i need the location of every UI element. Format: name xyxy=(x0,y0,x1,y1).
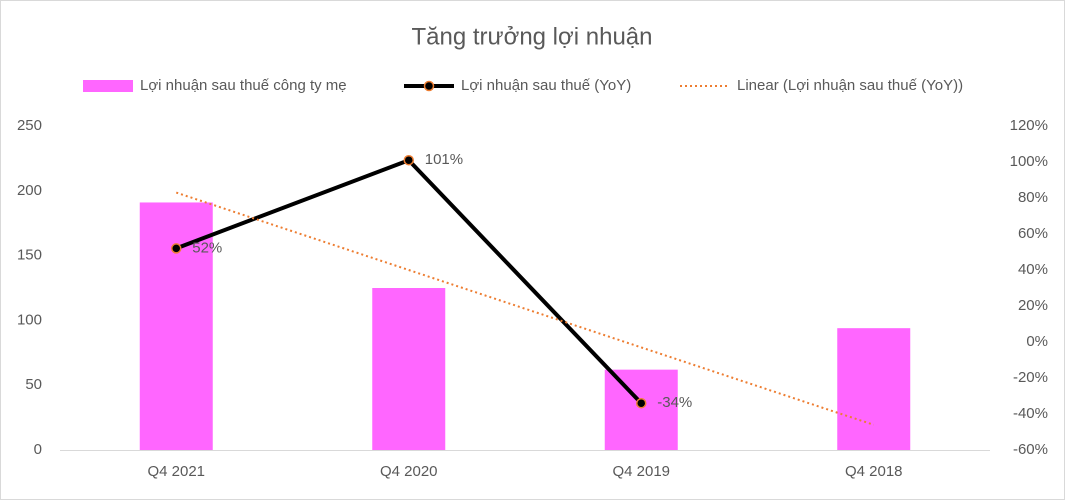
line-marker xyxy=(403,154,414,166)
line-marker xyxy=(171,243,182,254)
data-label: 101% xyxy=(425,151,463,168)
y2-tick-label: 40% xyxy=(1018,261,1048,278)
data-label: -34% xyxy=(657,394,692,411)
y2-tick-label: 20% xyxy=(1018,297,1048,314)
y2-tick-label: 0% xyxy=(1026,333,1048,350)
line-marker xyxy=(636,397,647,409)
bar xyxy=(604,369,678,450)
x-tick-label: Q4 2020 xyxy=(380,463,438,480)
legend-swatch xyxy=(83,80,133,92)
y-tick-label: 150 xyxy=(17,247,42,264)
y2-tick-label: 100% xyxy=(1010,153,1048,170)
y-tick-label: 50 xyxy=(25,376,42,393)
chart-title: Tăng trưởng lợi nhuận xyxy=(411,23,652,50)
x-tick-label: Q4 2021 xyxy=(147,463,205,480)
y-tick-label: 250 xyxy=(17,117,42,134)
y-tick-label: 200 xyxy=(17,182,42,199)
x-tick-label: Q4 2018 xyxy=(845,463,903,480)
legend-label: Lợi nhuận sau thuế công ty mẹ xyxy=(140,77,347,94)
data-label: 52% xyxy=(192,239,222,256)
y-tick-label: 0 xyxy=(34,441,42,458)
y2-tick-label: -40% xyxy=(1013,405,1048,422)
y2-tick-label: 60% xyxy=(1018,225,1048,242)
legend-label: Linear (Lợi nhuận sau thuế (YoY)) xyxy=(737,77,963,94)
legend-label: Lợi nhuận sau thuế (YoY) xyxy=(461,77,631,94)
y2-tick-label: -60% xyxy=(1013,441,1048,458)
y-tick-label: 100 xyxy=(17,311,42,328)
y2-tick-label: 120% xyxy=(1010,117,1048,134)
x-tick-label: Q4 2019 xyxy=(612,463,670,480)
bar xyxy=(372,288,446,450)
bar xyxy=(837,328,911,450)
y2-tick-label: 80% xyxy=(1018,189,1048,206)
y2-tick-label: -20% xyxy=(1013,369,1048,386)
legend-marker xyxy=(423,80,435,92)
